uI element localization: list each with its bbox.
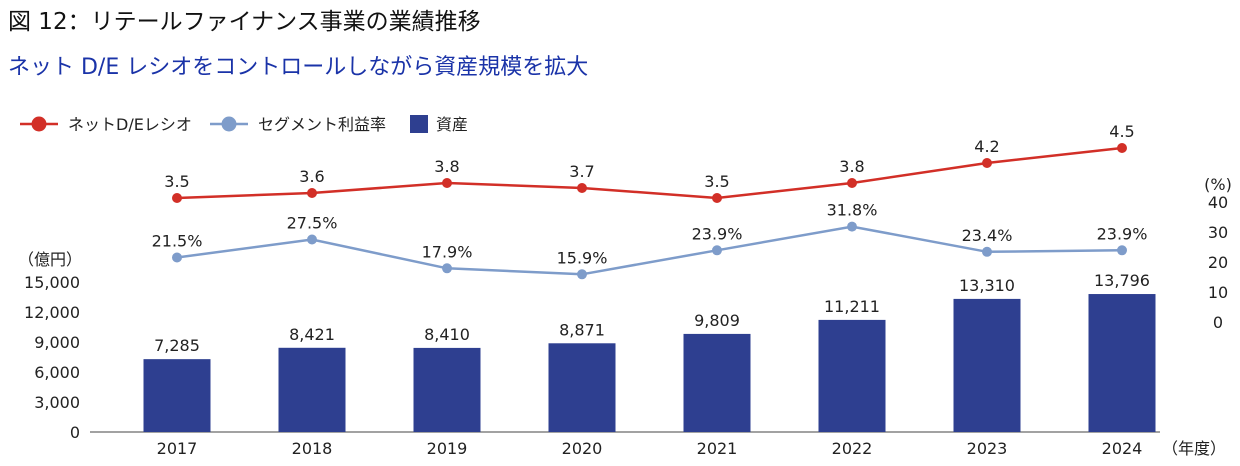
asset-bar-value-label: 11,211	[824, 297, 880, 316]
segment-margin-value-label: 17.9%	[422, 242, 473, 261]
right-axis-tick-label: 10	[1208, 283, 1228, 302]
asset-bar	[143, 359, 211, 432]
de-ratio-point	[847, 178, 857, 188]
left-axis-tick-label: 15,000	[24, 273, 80, 292]
asset-bar	[818, 319, 886, 432]
legend-item-assets: 資産	[410, 115, 468, 134]
segment-margin-point	[172, 252, 182, 263]
left-axis-tick-label: 3,000	[34, 393, 80, 412]
de-ratio-point	[712, 193, 722, 203]
asset-bar-value-label: 9,809	[694, 311, 740, 330]
legend-marker-segment-margin	[221, 116, 237, 132]
asset-bar	[548, 343, 616, 432]
left-axis-tick-label: 0	[70, 423, 80, 442]
asset-bar	[953, 298, 1021, 432]
legend-item-de-ratio: ネットD/Eレシオ	[20, 115, 192, 134]
x-axis-tick-label: 2020	[562, 439, 603, 458]
de-ratio-series: 3.5 3.6 3.8 3.7 3.5 3.8 4.2 4.5	[164, 122, 1135, 203]
x-axis-tick-label: 2018	[292, 439, 333, 458]
segment-margin-value-label: 23.4%	[962, 226, 1013, 245]
segment-margin-point	[442, 263, 452, 274]
asset-bars: 7,285 8,421 8,410 8,871 9,809 11,211 13,310 13,…	[143, 271, 1156, 432]
legend-label-segment-margin: セグメント利益率	[258, 115, 386, 134]
x-axis-tick-label: 2023	[967, 439, 1008, 458]
segment-margin-value-label: 15.9%	[557, 248, 608, 267]
figure-subtitle: ネット D/E レシオをコントロールしながら資産規模を拡大	[8, 55, 589, 80]
de-ratio-point	[1117, 143, 1127, 153]
asset-bar	[278, 347, 346, 432]
right-axis-tick-label: 40	[1208, 193, 1228, 212]
segment-margin-point	[307, 234, 317, 245]
x-axis-tick-label: 2019	[427, 439, 468, 458]
legend-label-assets: 資産	[436, 115, 468, 134]
de-ratio-point	[442, 178, 452, 188]
asset-bar-value-label: 7,285	[154, 336, 200, 355]
de-ratio-value-label: 3.8	[434, 157, 459, 176]
left-axis-tick-label: 12,000	[24, 303, 80, 322]
legend-item-segment-margin: セグメント利益率	[210, 115, 386, 134]
left-axis-ticks: 0 3,000 6,000 9,000 12,000 15,000	[24, 273, 80, 442]
de-ratio-value-label: 3.8	[839, 157, 864, 176]
right-axis-unit-label: (%)	[1204, 175, 1232, 194]
legend-marker-de-ratio	[31, 116, 47, 132]
asset-bar	[413, 347, 481, 432]
left-axis-tick-label: 6,000	[34, 363, 80, 382]
de-ratio-point	[577, 183, 587, 193]
right-axis-tick-label: 20	[1208, 253, 1228, 272]
right-axis-tick-label: 0	[1213, 313, 1223, 332]
x-axis-ticks: 2017 2018 2019 2020 2021 2022 2023 2024	[157, 439, 1143, 458]
de-ratio-value-label: 3.7	[569, 162, 594, 181]
de-ratio-value-label: 3.6	[299, 167, 324, 186]
de-ratio-point	[307, 188, 317, 198]
asset-bar-value-label: 8,410	[424, 325, 470, 344]
de-ratio-value-label: 4.2	[974, 137, 999, 156]
de-ratio-point	[982, 158, 992, 168]
segment-margin-value-label: 27.5%	[287, 214, 338, 233]
de-ratio-point	[172, 193, 182, 203]
x-axis-label: （年度）	[1162, 439, 1226, 458]
segment-margin-value-label: 23.9%	[692, 224, 743, 243]
asset-bar	[683, 333, 751, 432]
segment-margin-point	[712, 245, 722, 256]
segment-margin-value-label: 23.9%	[1097, 224, 1148, 243]
de-ratio-value-label: 4.5	[1109, 122, 1134, 141]
segment-margin-value-label: 31.8%	[827, 201, 878, 220]
x-axis-tick-label: 2021	[697, 439, 738, 458]
right-axis-tick-label: 30	[1208, 223, 1228, 242]
right-axis-ticks: 0 10 20 30 40	[1208, 193, 1228, 332]
left-axis-tick-label: 9,000	[34, 333, 80, 352]
de-ratio-value-label: 3.5	[164, 172, 189, 191]
asset-bar-value-label: 8,421	[289, 325, 335, 344]
legend: ネットD/Eレシオ セグメント利益率 資産	[20, 115, 468, 134]
segment-margin-value-label: 21.5%	[152, 232, 203, 251]
segment-margin-point	[1117, 245, 1127, 256]
segment-margin-series: 21.5% 27.5% 17.9% 15.9% 23.9% 31.8% 23.4% 23.9%	[152, 201, 1148, 280]
x-axis-tick-label: 2017	[157, 439, 198, 458]
legend-label-de-ratio: ネットD/Eレシオ	[68, 115, 192, 134]
de-ratio-line	[176, 146, 1123, 200]
de-ratio-value-label: 3.5	[704, 172, 729, 191]
x-axis-tick-label: 2024	[1102, 439, 1143, 458]
legend-marker-assets	[410, 115, 428, 133]
asset-bar-value-label: 8,871	[559, 320, 605, 339]
segment-margin-line	[176, 225, 1123, 276]
segment-margin-point	[577, 269, 587, 280]
asset-bar-value-label: 13,310	[959, 276, 1015, 295]
segment-margin-point	[847, 221, 857, 232]
segment-margin-point	[982, 246, 992, 257]
left-axis-unit-label: （億円）	[18, 250, 82, 269]
figure-title: 図 12：リテールファイナンス事業の業績推移	[8, 9, 481, 35]
asset-bar-value-label: 13,796	[1094, 271, 1150, 290]
x-axis-tick-label: 2022	[832, 439, 873, 458]
asset-bar	[1088, 294, 1156, 432]
